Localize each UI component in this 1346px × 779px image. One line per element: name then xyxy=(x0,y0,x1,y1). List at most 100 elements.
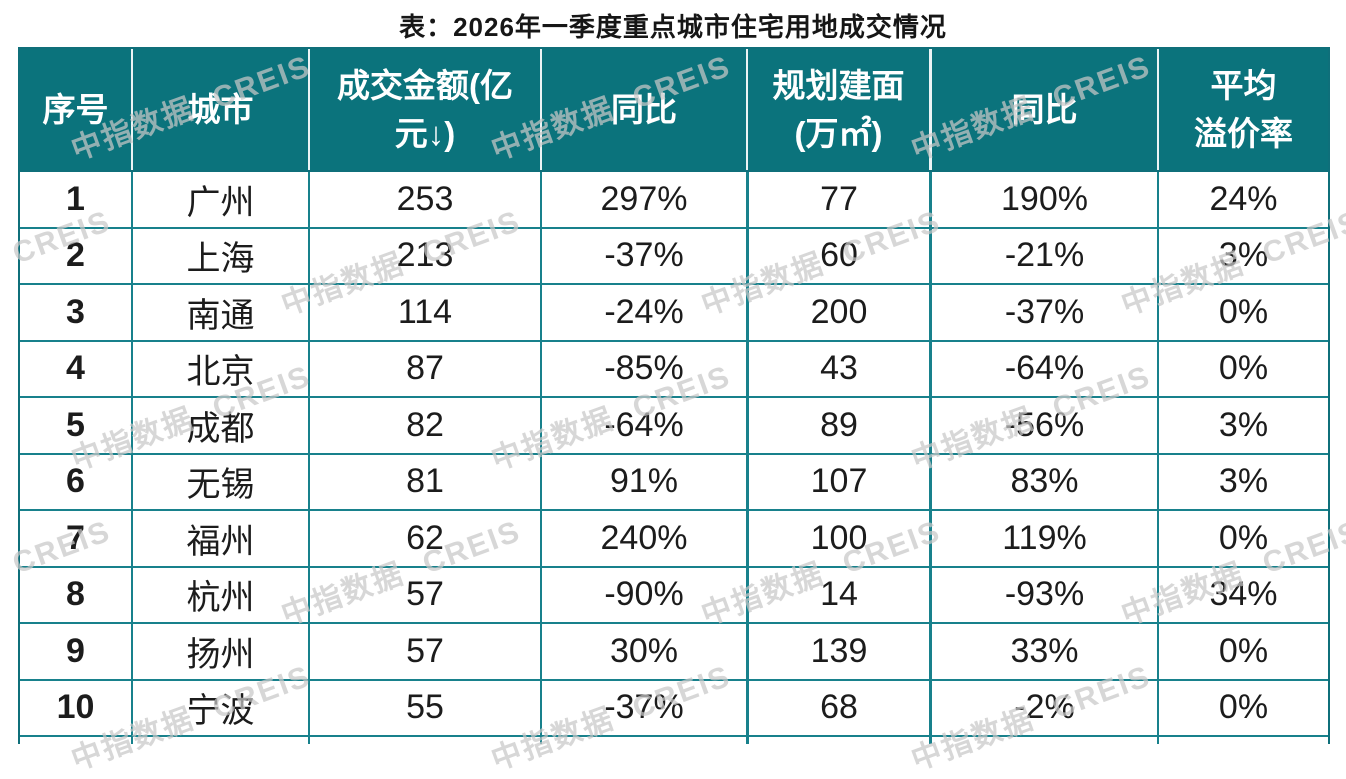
cell-area: 77 xyxy=(746,172,929,227)
cell-city: 成都 xyxy=(131,398,308,453)
cell-area: 68 xyxy=(746,680,929,735)
cell-city: 南通 xyxy=(131,285,308,340)
table-title: 表：2026年一季度重点城市住宅用地成交情况 xyxy=(399,12,947,42)
page: { "page": { "title": "表：2026年一季度重点城市住宅用地… xyxy=(0,12,1346,777)
cell-premium: 0% xyxy=(1157,341,1328,396)
cell-seq: 6 xyxy=(66,462,85,501)
cell-seq: 10 xyxy=(56,688,95,727)
cell-empty xyxy=(929,737,1157,744)
cell-city: 杭州 xyxy=(131,567,308,622)
cell-amount: 55 xyxy=(308,680,540,735)
cell-amount: 82 xyxy=(308,398,540,453)
cell-city: 宁波 xyxy=(131,680,308,735)
cell-area: 200 xyxy=(746,285,929,340)
table-row: 2 上海 213 -37% 60 -21% 3% xyxy=(20,226,1328,283)
cell-area_yoy: 83% xyxy=(929,454,1157,509)
cell-empty xyxy=(308,737,540,744)
cell-amount: 253 xyxy=(308,172,540,227)
cell-amount: 87 xyxy=(308,341,540,396)
cell-empty xyxy=(20,737,131,744)
cell-city: 扬州 xyxy=(131,624,308,679)
cell-amount_yoy: -37% xyxy=(540,228,746,283)
cell-premium: 3% xyxy=(1157,228,1328,283)
cell-area_yoy: -21% xyxy=(929,228,1157,283)
cell-empty xyxy=(131,737,308,744)
header-cell-area-yoy: 同比 xyxy=(929,49,1157,170)
cell-amount_yoy: 91% xyxy=(540,454,746,509)
table-row: 1 广州 253 297% 77 190% 24% xyxy=(20,170,1328,227)
table-row: 8 杭州 57 -90% 14 -93% 34% xyxy=(20,565,1328,622)
cell-amount_yoy: -24% xyxy=(540,285,746,340)
cell-seq: 3 xyxy=(66,292,85,331)
cell-amount_yoy: 297% xyxy=(540,172,746,227)
cell-area_yoy: 190% xyxy=(929,172,1157,227)
cell-amount_yoy: -64% xyxy=(540,398,746,453)
cell-area: 139 xyxy=(746,624,929,679)
header-cell-area: 规划建面 (万㎡) xyxy=(746,49,929,170)
cell-city: 无锡 xyxy=(131,454,308,509)
table-row: 9 扬州 57 30% 139 33% 0% xyxy=(20,622,1328,679)
header-cell-amount-yoy: 同比 xyxy=(540,49,746,170)
header-cell-premium: 平均 溢价率 xyxy=(1157,49,1328,170)
cell-amount: 81 xyxy=(308,454,540,509)
cell-seq: 5 xyxy=(66,405,85,444)
table-row-partial xyxy=(20,735,1328,744)
cell-empty xyxy=(540,737,746,744)
table-row: 4 北京 87 -85% 43 -64% 0% xyxy=(20,339,1328,396)
cell-amount: 62 xyxy=(308,511,540,566)
cell-seq: 1 xyxy=(66,179,85,218)
table-row: 7 福州 62 240% 100 119% 0% xyxy=(20,509,1328,566)
cell-premium: 0% xyxy=(1157,285,1328,340)
cell-area_yoy: -2% xyxy=(929,680,1157,735)
cell-seq: 4 xyxy=(66,349,85,388)
table-row: 10 宁波 55 -37% 68 -2% 0% xyxy=(20,678,1328,735)
cell-area: 60 xyxy=(746,228,929,283)
cell-amount: 57 xyxy=(308,567,540,622)
header-cell-city: 城市 xyxy=(131,49,308,170)
cell-amount: 213 xyxy=(308,228,540,283)
cell-area: 14 xyxy=(746,567,929,622)
cell-premium: 24% xyxy=(1157,172,1328,227)
data-table: 序号 城市 成交金额(亿 元↓) 同比 规划建面 (万㎡) 同比 平均 溢价率 … xyxy=(18,47,1330,744)
cell-city: 北京 xyxy=(131,341,308,396)
cell-premium: 0% xyxy=(1157,624,1328,679)
cell-area_yoy: -56% xyxy=(929,398,1157,453)
cell-amount_yoy: 30% xyxy=(540,624,746,679)
cell-seq: 9 xyxy=(66,631,85,670)
cell-area_yoy: 33% xyxy=(929,624,1157,679)
cell-empty xyxy=(1157,737,1328,744)
cell-area_yoy: -64% xyxy=(929,341,1157,396)
cell-premium: 3% xyxy=(1157,398,1328,453)
cell-amount_yoy: 240% xyxy=(540,511,746,566)
cell-seq: 2 xyxy=(66,236,85,275)
cell-seq: 8 xyxy=(66,575,85,614)
table-header-row: 序号 城市 成交金额(亿 元↓) 同比 规划建面 (万㎡) 同比 平均 溢价率 xyxy=(20,49,1328,170)
cell-area_yoy: -93% xyxy=(929,567,1157,622)
table-row: 3 南通 114 -24% 200 -37% 0% xyxy=(20,283,1328,340)
cell-area: 43 xyxy=(746,341,929,396)
cell-area: 107 xyxy=(746,454,929,509)
cell-seq: 7 xyxy=(66,518,85,557)
cell-area: 100 xyxy=(746,511,929,566)
cell-amount_yoy: -90% xyxy=(540,567,746,622)
table-row: 6 无锡 81 91% 107 83% 3% xyxy=(20,452,1328,509)
cell-premium: 3% xyxy=(1157,454,1328,509)
cell-amount_yoy: -37% xyxy=(540,680,746,735)
cell-area_yoy: 119% xyxy=(929,511,1157,566)
cell-area_yoy: -37% xyxy=(929,285,1157,340)
cell-premium: 34% xyxy=(1157,567,1328,622)
cell-premium: 0% xyxy=(1157,511,1328,566)
cell-amount: 57 xyxy=(308,624,540,679)
header-cell-seq: 序号 xyxy=(42,90,109,128)
table-row: 5 成都 82 -64% 89 -56% 3% xyxy=(20,396,1328,453)
cell-amount_yoy: -85% xyxy=(540,341,746,396)
cell-amount: 114 xyxy=(308,285,540,340)
header-cell-amount: 成交金额(亿 元↓) xyxy=(308,49,540,170)
cell-city: 福州 xyxy=(131,511,308,566)
table-body: 1 广州 253 297% 77 190% 24% 2 上海 213 -37% 60 -21% 3% 3 南通… xyxy=(20,170,1328,744)
cell-city: 广州 xyxy=(131,172,308,227)
cell-premium: 0% xyxy=(1157,680,1328,735)
cell-empty xyxy=(746,737,929,744)
cell-area: 89 xyxy=(746,398,929,453)
cell-city: 上海 xyxy=(131,228,308,283)
